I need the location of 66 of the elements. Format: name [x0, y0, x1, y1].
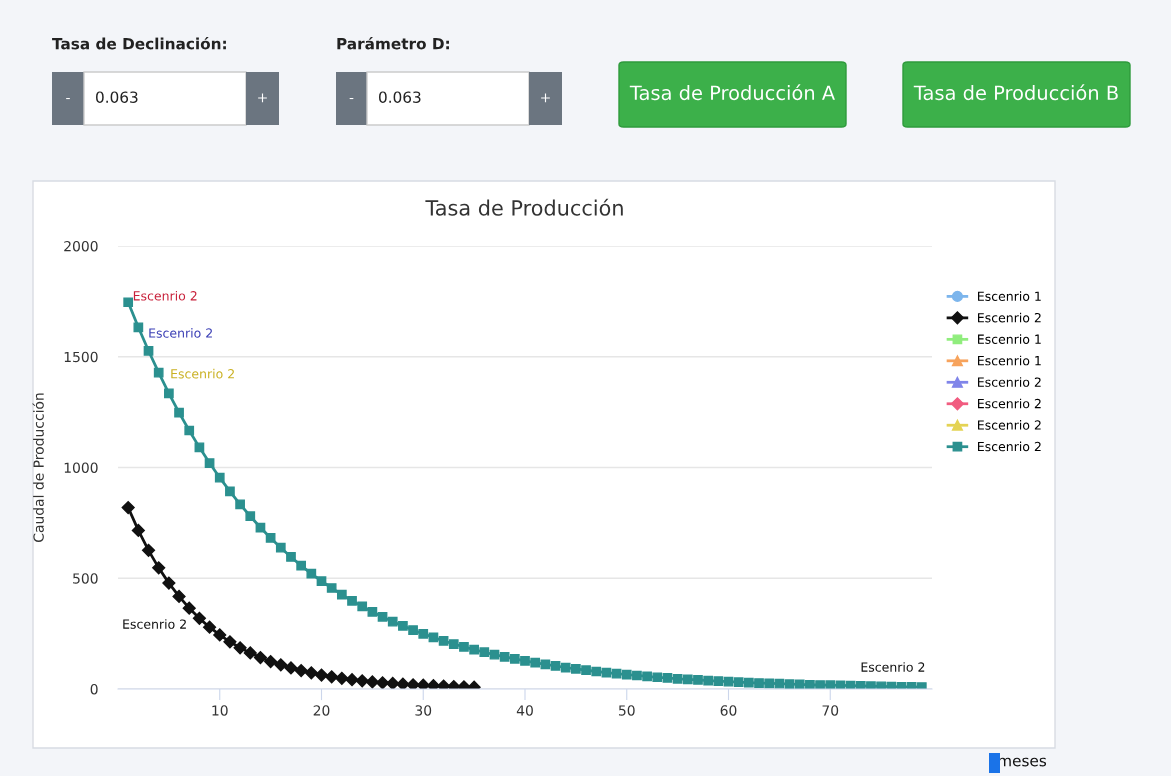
text: Parámetro D: — [337, 37, 449, 50]
x-tick-label: 60 — [720, 705, 737, 716]
legend-label: Escenrio 1 — [978, 334, 1041, 344]
point — [253, 650, 268, 665]
point — [365, 675, 379, 689]
legend-label: Escenrio 1 — [978, 355, 1041, 366]
point — [325, 670, 339, 684]
chart-title: Tasa de Producción — [425, 198, 623, 216]
point — [396, 677, 410, 689]
text: 0.063 — [96, 91, 138, 103]
y-tick-label: 1000 — [64, 462, 98, 473]
point — [202, 620, 217, 634]
text: Tasa de Producción A — [629, 84, 835, 101]
x-tick-label: 30 — [415, 705, 432, 716]
x-tick-label: 40 — [516, 705, 533, 716]
point — [274, 658, 288, 672]
text: Tasa de Declinación: — [52, 37, 226, 50]
y-tick-label: 0 — [90, 683, 98, 695]
point — [355, 674, 369, 688]
annotation: Escenrio 2 — [123, 619, 186, 629]
point — [335, 671, 349, 685]
y-tick-label: 1500 — [64, 351, 98, 363]
text: + — [541, 93, 550, 103]
x-tick-label: 70 — [822, 705, 839, 716]
point — [314, 668, 329, 682]
point — [192, 611, 206, 625]
point — [304, 666, 318, 680]
annotation: Escenrio 2 — [133, 290, 197, 301]
point — [294, 664, 308, 678]
x-tick-label: 50 — [618, 705, 635, 716]
x-tick-label: 20 — [313, 705, 330, 716]
legend-label: Escenrio 2 — [978, 420, 1041, 430]
point — [243, 646, 257, 660]
annotation: Escenrio 2 — [171, 368, 234, 379]
point — [131, 523, 145, 537]
point — [416, 678, 430, 689]
legend-label: Escenrio 2 — [978, 441, 1041, 452]
text: - — [349, 97, 354, 100]
point — [182, 601, 196, 615]
point — [172, 589, 186, 604]
annotation: Escenrio 2 — [861, 662, 925, 672]
text: - — [66, 97, 70, 100]
point — [386, 676, 400, 689]
point — [121, 501, 135, 515]
text: + — [258, 93, 267, 103]
point — [223, 635, 237, 649]
text: 0.063 — [379, 91, 421, 103]
x-tick-label: 10 — [212, 705, 228, 716]
point — [345, 673, 359, 687]
legend-label: Escenrio 2 — [978, 377, 1041, 387]
point — [162, 576, 176, 590]
point — [141, 543, 156, 557]
legend-label: Escenrio 2 — [978, 398, 1041, 409]
point — [213, 628, 227, 642]
point — [375, 676, 390, 689]
legend-label: Escenrio 2 — [978, 312, 1041, 323]
point — [233, 641, 247, 655]
text: Tasa de Producción B — [913, 84, 1118, 101]
y-tick-label: 2000 — [64, 240, 98, 252]
point — [264, 654, 278, 669]
point — [406, 678, 420, 689]
annotation: Escenrio 2 — [149, 328, 212, 338]
y-axis-title: Caudal de Producción — [32, 393, 44, 542]
y-tick-label: 500 — [73, 573, 98, 584]
point — [152, 561, 166, 575]
legend-label: Escenrio 1 — [978, 291, 1041, 301]
